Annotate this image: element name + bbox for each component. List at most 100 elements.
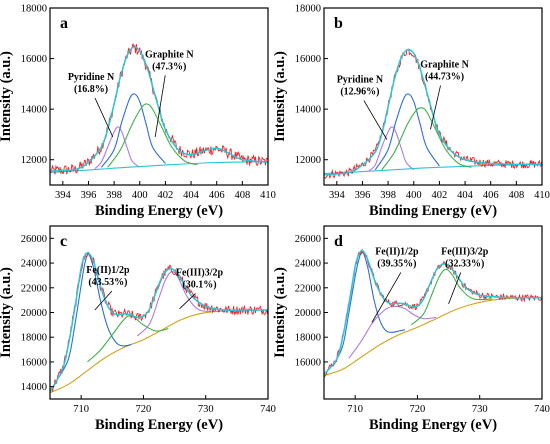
annotation-label-2: (32.33%) — [445, 258, 484, 269]
annotation-label-1: (12.96%) — [340, 87, 379, 98]
y-tick-label: 20000 — [295, 308, 321, 319]
panel-d: 710 720 730 740 16000 18000 20000 22000 24000 260… — [272, 225, 550, 433]
annotation-label-2: (44.73%) — [425, 71, 464, 82]
plot-area-b — [324, 48, 542, 180]
x-tick-label: 404 — [457, 190, 474, 201]
plot-area-a — [50, 43, 268, 175]
x-tick-label: 720 — [410, 404, 426, 415]
y-tick-label: 20000 — [21, 308, 47, 319]
fit-envelope — [50, 252, 268, 392]
x-axis-title: Binding Energy (eV) — [95, 417, 223, 433]
x-tick-label: 402 — [432, 190, 448, 201]
x-tick-label: 400 — [406, 190, 422, 201]
panel-a: 394 396 398 400 402 404 406 408 410 12000 14000 160… — [0, 4, 276, 220]
x-tick-label: 408 — [508, 190, 524, 201]
y-tick-label: 18000 — [295, 333, 321, 344]
x-tick-label: 730 — [472, 404, 488, 415]
y-axis-title: Intensity (a.u.) — [0, 267, 14, 358]
annotation-leader-2 — [430, 85, 441, 130]
annotation-label-1: Pyridine N — [68, 72, 115, 83]
y-tick-label: 16000 — [295, 357, 321, 368]
component-peak-1 — [94, 126, 141, 170]
annotation-label-1: (43.53%) — [88, 277, 127, 288]
annotation-leader-1 — [94, 97, 114, 138]
x-axis-title: Binding Energy (eV) — [369, 203, 497, 219]
panel-label: c — [60, 233, 67, 250]
annotation-label-1: Fe(II)1/2p — [375, 246, 419, 257]
panel-c: 710 720 730 740 14000 16000 18000 20000 22000 240… — [0, 225, 276, 433]
y-tick-label: 22000 — [295, 283, 321, 294]
x-tick-label: 410 — [534, 190, 550, 201]
component-peak-1 — [332, 251, 406, 366]
x-tick-label: 396 — [355, 190, 371, 201]
annotation-label-1: (16.8%) — [74, 84, 108, 95]
y-tick-label: 18000 — [21, 4, 47, 15]
y-axis-title: Intensity (a.u.) — [272, 267, 288, 358]
x-tick-label: 404 — [183, 190, 200, 201]
annotation-label-1: (39.35%) — [377, 258, 416, 269]
component-peak-3 — [107, 103, 198, 168]
annotation-leader-2 — [154, 75, 166, 138]
y-tick-label: 14000 — [21, 105, 47, 116]
y-tick-label: 14000 — [21, 382, 47, 393]
fit-envelope — [324, 249, 542, 375]
x-tick-label: 394 — [329, 190, 346, 201]
x-tick-label: 406 — [483, 190, 499, 201]
y-tick-label: 18000 — [295, 4, 321, 15]
component-peak-2 — [100, 93, 166, 168]
x-tick-label: 410 — [260, 190, 276, 201]
component-peak-2 — [87, 315, 169, 363]
annotation-leader-2 — [179, 293, 196, 310]
component-peak-3 — [381, 107, 472, 171]
y-tick-label: 24000 — [295, 259, 321, 270]
background-line — [324, 297, 542, 377]
annotation-label-2: (47.3%) — [152, 61, 186, 72]
x-tick-label: 730 — [198, 404, 214, 415]
x-tick-label: 398 — [106, 190, 122, 201]
component-peak-3 — [410, 268, 493, 326]
axes-frame — [323, 7, 543, 186]
y-tick-label: 14000 — [295, 105, 321, 116]
annotation-leader-1 — [363, 100, 388, 140]
annotation-label-2: Fe(III)3/2p — [176, 267, 224, 278]
background-line — [50, 161, 268, 173]
panel-b: 394 396 398 400 402 404 406 408 410 12000 14000 160… — [272, 4, 550, 220]
annotation-label-2: Graphite N — [420, 59, 469, 70]
axes-frame — [49, 7, 269, 186]
fit-envelope — [50, 46, 268, 172]
component-peak-2 — [374, 93, 440, 171]
annotation-leader-2 — [448, 272, 462, 304]
y-tick-label: 26000 — [295, 234, 321, 245]
x-tick-label: 400 — [132, 190, 148, 201]
component-peak-1 — [368, 126, 415, 172]
annotation-label-2: Fe(III)3/2p — [441, 246, 489, 257]
panel-label: b — [334, 15, 343, 32]
annotation-leader-1 — [94, 290, 113, 311]
x-tick-label: 394 — [55, 190, 72, 201]
raw-data-line — [324, 248, 542, 378]
y-tick-label: 12000 — [21, 155, 47, 166]
y-tick-label: 18000 — [21, 333, 47, 344]
x-tick-label: 398 — [380, 190, 396, 201]
component-peak-1 — [58, 253, 132, 378]
x-tick-label: 740 — [260, 404, 276, 415]
annotation-label-1: Pyridine N — [337, 75, 384, 86]
annotation-label-2: (30.1%) — [182, 279, 216, 290]
x-tick-label: 710 — [73, 404, 89, 415]
background-line — [50, 309, 268, 394]
y-axis-title: Intensity (a.u.) — [272, 51, 288, 142]
x-axis-title: Binding Energy (eV) — [369, 417, 497, 433]
component-peak-2 — [348, 305, 437, 359]
x-tick-label: 408 — [234, 190, 250, 201]
y-tick-label: 24000 — [21, 259, 47, 270]
y-axis-title: Intensity (a.u.) — [0, 51, 14, 142]
y-tick-label: 22000 — [21, 283, 47, 294]
plot-area-d — [324, 248, 542, 378]
panel-label: d — [334, 233, 343, 250]
plot-area-c — [50, 251, 268, 394]
y-tick-label: 16000 — [295, 54, 321, 65]
axes-frame — [323, 225, 543, 400]
x-axis-title: Binding Energy (eV) — [95, 203, 223, 219]
panel-label: a — [60, 15, 68, 32]
